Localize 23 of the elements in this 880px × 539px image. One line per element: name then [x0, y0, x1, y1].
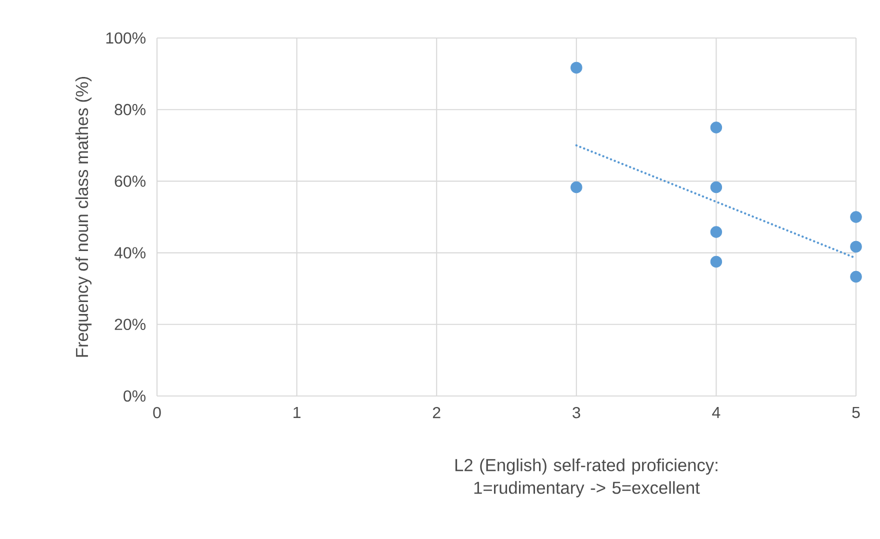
y-tick-label: 40%	[114, 247, 146, 258]
point	[710, 226, 722, 238]
point	[710, 256, 722, 268]
point	[710, 122, 722, 134]
x-tick-label: 0	[153, 406, 161, 418]
x-axis-title: L2 (English) self-rated proficiency: 1=rudimentary -> 5=excellent	[455, 458, 718, 498]
y-tick-label: 100%	[106, 32, 146, 44]
point	[570, 181, 582, 194]
x-tick-label: 3	[572, 406, 580, 418]
y-tick-label: 0%	[124, 390, 146, 402]
point	[710, 181, 722, 194]
x-tick-label: 4	[712, 406, 720, 418]
y-tick-label: 80%	[114, 104, 146, 116]
point	[850, 270, 862, 283]
point	[850, 240, 862, 253]
y-tick-label: 60%	[114, 176, 146, 187]
point	[570, 62, 582, 74]
y-tick-label: 20%	[114, 318, 146, 330]
point	[850, 211, 862, 223]
x-tick-label: 5	[852, 406, 860, 418]
x-tick-label: 1	[294, 406, 300, 418]
y-axis-title: Frequency of noun class mathes (%)	[75, 76, 92, 357]
x-tick-label: 2	[432, 406, 440, 418]
